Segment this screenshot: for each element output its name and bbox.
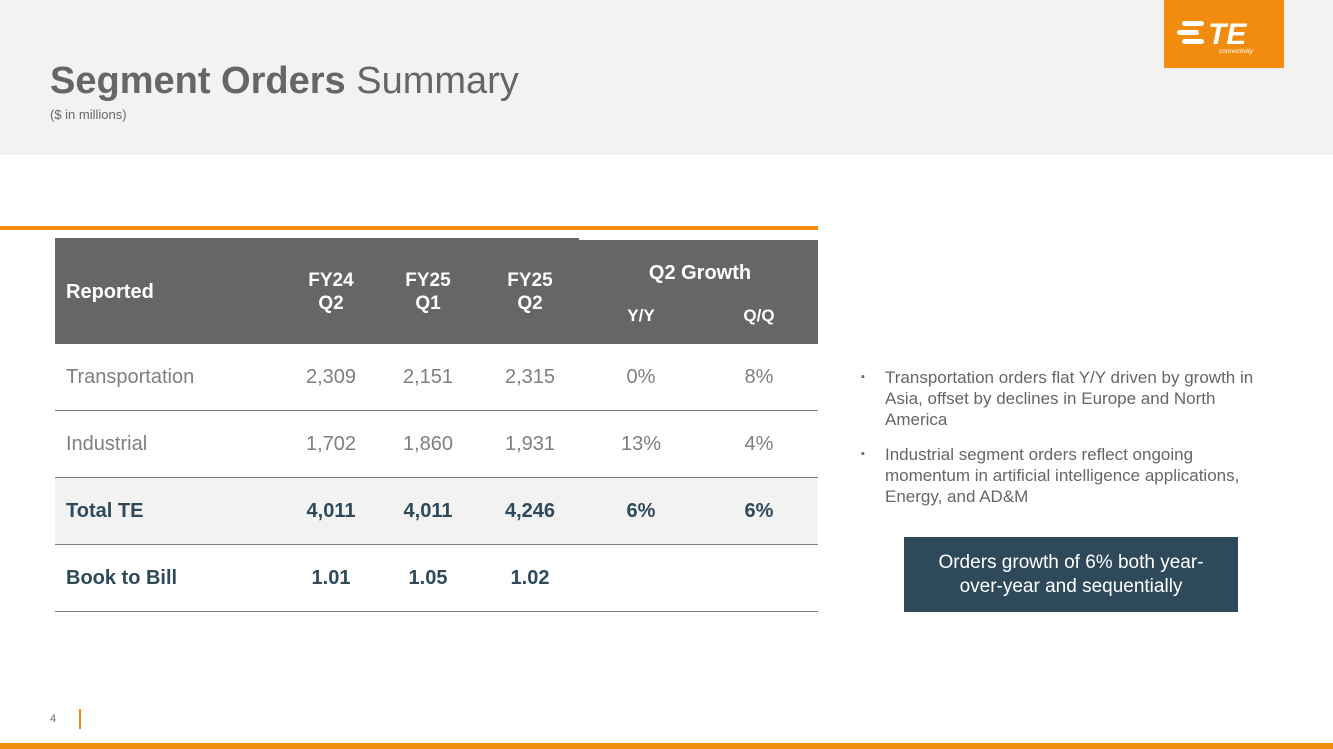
commentary-bullets: ▪ Transportation orders flat Y/Y driven b… [860,367,1270,521]
column-header-q2-growth: Q2 Growth [582,240,819,304]
cell-value: 1.01 [284,544,378,612]
row-total-te: Total TE 4,011 4,011 4,246 6% 6% [55,477,819,545]
table-header-row: Reported FY24 Q2 FY25 Q1 FY25 Q2 Q2 Growth [55,240,819,344]
column-header-yy: Y/Y [582,304,700,344]
column-header-fy24-q2: FY24 Q2 [284,240,378,344]
table-subheader-row: Y/Y Q/Q [55,304,819,344]
table-top-line [55,238,579,240]
column-header-qq: Q/Q [700,304,819,344]
title-regular: Summary [356,60,519,102]
cell-yy: 0% [582,344,700,411]
cell-yy: 13% [582,410,700,478]
cell-value: 1.02 [478,544,582,612]
title-bold: Segment Orders [50,60,346,102]
page-number-divider [79,709,81,729]
cell-value: 4,011 [284,477,378,545]
cell-value: 2,315 [478,344,582,411]
cell-qq: 4% [700,410,819,478]
column-header-fy25-q1: FY25 Q1 [378,240,478,344]
cell-value: 4,011 [378,477,478,545]
page-title: Segment Orders Summary [50,60,519,103]
header-band [0,0,1333,155]
cell-qq [700,544,819,612]
te-logo-icon: TE connectivity [1177,18,1254,55]
te-connectivity-logo: TE connectivity [1164,0,1284,68]
bullet-square-icon: ▪ [861,371,865,383]
row-label: Transportation [55,344,284,411]
bullet-square-icon: ▪ [861,448,865,460]
cell-value: 1,702 [284,410,378,478]
bullet-text: Transportation orders flat Y/Y driven by… [885,368,1254,429]
cell-value: 2,151 [378,344,478,411]
logo-text: TE [1208,18,1247,51]
orange-rule [0,226,818,230]
row-transportation: Transportation 2,309 2,151 2,315 0% 8% [55,344,819,411]
row-industrial: Industrial 1,702 1,860 1,931 13% 4% [55,410,819,478]
cell-qq: 8% [700,344,819,411]
row-label: Book to Bill [55,544,284,612]
bottom-accent-bar [0,743,1333,749]
cell-value: 1.05 [378,544,478,612]
column-header-reported: Reported [55,240,284,344]
row-label: Industrial [55,410,284,478]
cell-value: 4,246 [478,477,582,545]
cell-value: 1,860 [378,410,478,478]
cell-yy: 6% [582,477,700,545]
callout-box: Orders growth of 6% both year-over-year … [904,537,1238,612]
bullet-item: ▪ Transportation orders flat Y/Y driven b… [860,367,1270,430]
column-header-fy25-q2: FY25 Q2 [478,240,582,344]
cell-yy [582,544,700,612]
row-label: Total TE [55,477,284,545]
row-book-to-bill: Book to Bill 1.01 1.05 1.02 [55,544,819,612]
cell-value: 2,309 [284,344,378,411]
page-number: 4 [50,713,57,725]
units-subtitle: ($ in millions) [50,107,127,122]
callout-text: Orders growth of 6% both year-over-year … [938,551,1204,597]
cell-value: 1,931 [478,410,582,478]
bullet-item: ▪ Industrial segment orders reflect ongoi… [860,444,1270,507]
segment-orders-table: Reported FY24 Q2 FY25 Q1 FY25 Q2 Q2 Growth … [55,240,819,612]
bullet-text: Industrial segment orders reflect ongoin… [885,445,1240,506]
cell-qq: 6% [700,477,819,545]
logo-tagline: connectivity [1219,48,1254,55]
